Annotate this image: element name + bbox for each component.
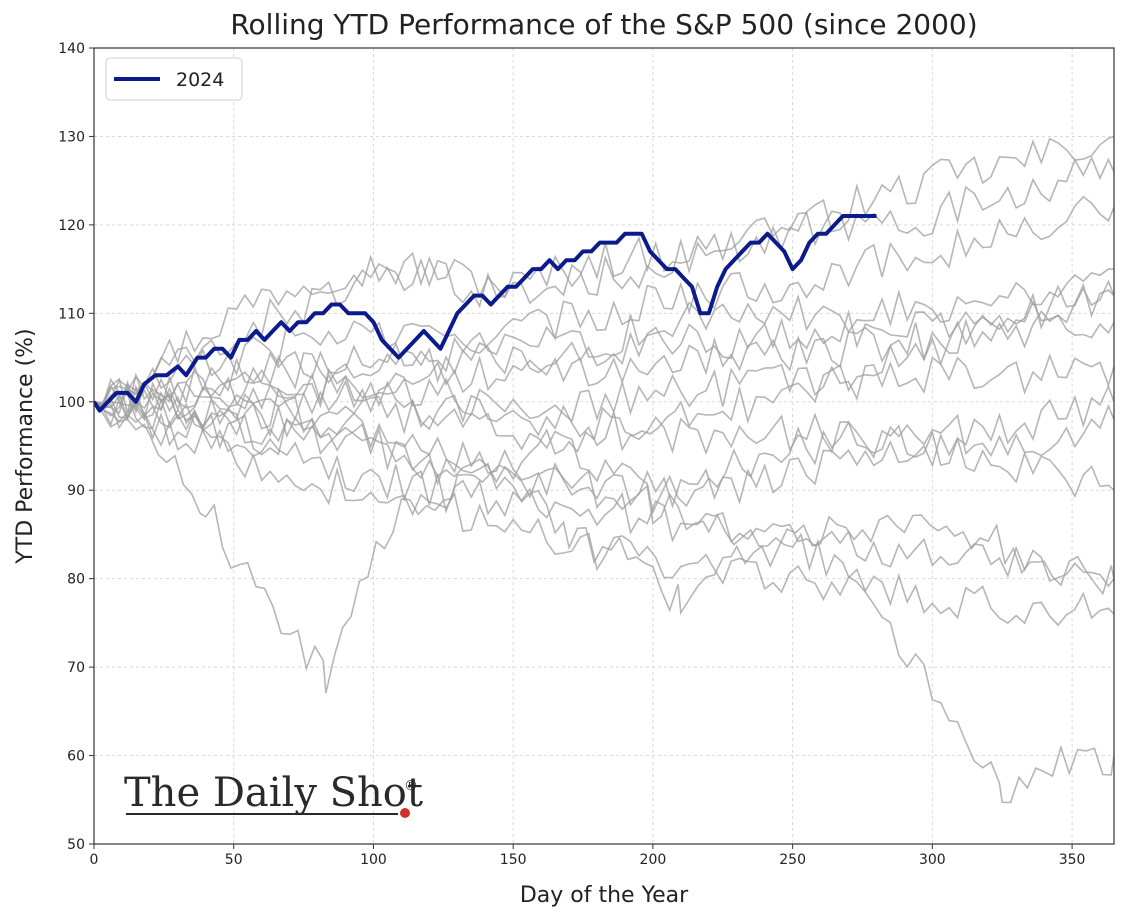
y-tick-label: 80 [67, 572, 85, 588]
series-line-historical [94, 366, 1114, 515]
x-tick-label: 150 [500, 852, 527, 868]
series-line-historical [94, 383, 1114, 499]
series-line-historical [94, 353, 1114, 430]
series-line-historical [94, 384, 1114, 511]
legend: 2024 [105, 57, 243, 101]
y-tick-label: 120 [58, 218, 85, 234]
y-tick-label: 100 [58, 395, 85, 411]
y-tick-label: 70 [67, 660, 85, 676]
x-axis-label: Day of the Year [520, 883, 689, 908]
x-tick-label: 250 [779, 852, 806, 868]
daily-shot-logo: The Daily Shot ® [124, 770, 423, 818]
grid [93, 47, 1114, 845]
series-line-historical [94, 279, 1114, 415]
legend-label-2024: 2024 [176, 69, 224, 91]
series-line-historical [94, 282, 1114, 694]
axis-ticks: 0 50 100 150 200 250 300 350 50 60 70 80 90 100 110 120… [58, 41, 1085, 868]
y-axis-label: YTD Performance (%) [13, 328, 38, 564]
series-line-historical [94, 155, 1114, 408]
series-line-historical [94, 195, 1114, 409]
x-tick-label: 300 [919, 852, 946, 868]
series-line-historical [94, 399, 1114, 627]
chart-title: Rolling YTD Performance of the S&P 500 (… [230, 8, 977, 41]
y-tick-label: 60 [67, 749, 85, 765]
plot-frame [93, 47, 1115, 845]
series-line-historical [94, 401, 1114, 588]
series-layer [94, 135, 1114, 804]
series-line-historical [94, 268, 1114, 415]
x-tick-label: 350 [1059, 852, 1086, 868]
y-tick-label: 110 [58, 306, 85, 322]
series-line-historical [94, 392, 1114, 616]
x-tick-label: 100 [360, 852, 387, 868]
logo-registered-mark: ® [404, 778, 418, 794]
y-tick-label: 50 [67, 837, 85, 853]
y-tick-label: 90 [67, 483, 85, 499]
y-tick-label: 130 [58, 129, 85, 145]
legend-box [105, 57, 243, 101]
y-tick-label: 140 [58, 41, 85, 57]
series-line-2024 [94, 214, 877, 413]
x-tick-label: 0 [90, 852, 99, 868]
logo-red-dot [400, 808, 410, 818]
logo-text: The Daily Shot [124, 770, 423, 816]
x-tick-label: 200 [640, 852, 667, 868]
x-tick-label: 50 [225, 852, 243, 868]
